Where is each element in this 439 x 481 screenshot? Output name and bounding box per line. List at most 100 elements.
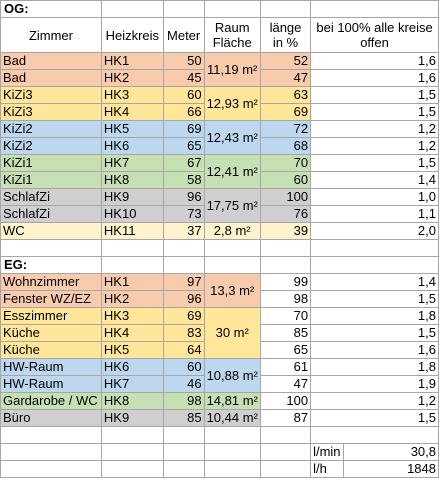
cell-raum-flaeche[interactable]: 12,41 m² bbox=[203, 154, 261, 189]
cell-zimmer[interactable]: Fenster WZ/EZ bbox=[0, 290, 102, 308]
cell-meter[interactable]: 45 bbox=[162, 69, 205, 87]
cell-raum-flaeche[interactable]: 2,8 m² bbox=[203, 222, 261, 240]
cell-meter[interactable]: 96 bbox=[162, 290, 205, 308]
cell-heizkreis[interactable]: HK2 bbox=[100, 69, 164, 87]
cell-zimmer[interactable]: Büro bbox=[0, 409, 102, 427]
cell-heizkreis[interactable]: HK6 bbox=[100, 358, 164, 376]
cell-laenge[interactable]: 85 bbox=[259, 324, 312, 342]
cell-zimmer[interactable]: Wohnzimmer bbox=[0, 273, 102, 291]
cell-heizkreis[interactable]: HK7 bbox=[100, 154, 164, 172]
cell-bei100[interactable]: 1,6 bbox=[310, 341, 439, 359]
cell-raum-flaeche[interactable]: 12,43 m² bbox=[203, 120, 261, 155]
cell-laenge[interactable]: 47 bbox=[259, 375, 312, 393]
cell-meter[interactable]: 46 bbox=[162, 375, 205, 393]
cell-meter[interactable]: 96 bbox=[162, 188, 205, 206]
cell-meter[interactable]: 64 bbox=[162, 341, 205, 359]
cell-heizkreis[interactable]: HK3 bbox=[100, 307, 164, 325]
cell-meter[interactable]: 83 bbox=[162, 324, 205, 342]
cell-zimmer[interactable]: HW-Raum bbox=[0, 358, 102, 376]
cell-laenge[interactable]: 87 bbox=[259, 409, 312, 427]
cell-zimmer[interactable]: KiZi1 bbox=[0, 171, 102, 189]
cell-heizkreis[interactable]: HK8 bbox=[100, 392, 164, 410]
cell-meter[interactable]: 50 bbox=[162, 52, 205, 70]
cell-laenge[interactable]: 76 bbox=[259, 205, 312, 223]
cell-heizkreis[interactable]: HK2 bbox=[100, 290, 164, 308]
cell-laenge[interactable]: 70 bbox=[259, 307, 312, 325]
cell-meter[interactable]: 65 bbox=[162, 137, 205, 155]
cell-raum-flaeche[interactable]: 10,88 m² bbox=[203, 358, 261, 393]
cell-laenge[interactable]: 98 bbox=[259, 290, 312, 308]
cell-zimmer[interactable]: HW-Raum bbox=[0, 375, 102, 393]
cell-laenge[interactable]: 100 bbox=[259, 392, 312, 410]
cell-zimmer[interactable]: KiZi2 bbox=[0, 137, 102, 155]
cell-heizkreis[interactable]: HK3 bbox=[100, 86, 164, 104]
cell-heizkreis[interactable]: HK10 bbox=[100, 205, 164, 223]
cell-bei100[interactable]: 1,5 bbox=[310, 154, 439, 172]
cell-laenge[interactable]: 39 bbox=[259, 222, 312, 240]
cell-meter[interactable]: 85 bbox=[162, 409, 205, 427]
cell-laenge[interactable]: 69 bbox=[259, 103, 312, 121]
cell-bei100[interactable]: 1,8 bbox=[310, 358, 439, 376]
cell-zimmer[interactable]: WC bbox=[0, 222, 102, 240]
cell-bei100[interactable]: 1,2 bbox=[310, 392, 439, 410]
total-value-lh[interactable]: 1848 bbox=[342, 460, 439, 478]
cell-zimmer[interactable]: KiZi3 bbox=[0, 103, 102, 121]
total-value-lmin[interactable]: 30,8 bbox=[342, 443, 439, 461]
cell-bei100[interactable]: 1,2 bbox=[310, 137, 439, 155]
cell-laenge[interactable]: 61 bbox=[259, 358, 312, 376]
cell-zimmer[interactable]: Küche bbox=[0, 324, 102, 342]
cell-bei100[interactable]: 1,2 bbox=[310, 120, 439, 138]
cell-meter[interactable]: 69 bbox=[162, 307, 205, 325]
cell-zimmer[interactable]: Gardarobe / WC bbox=[0, 392, 102, 410]
cell-zimmer[interactable]: SchlafZi bbox=[0, 188, 102, 206]
cell-meter[interactable]: 98 bbox=[162, 392, 205, 410]
cell-laenge[interactable]: 52 bbox=[259, 52, 312, 70]
cell-bei100[interactable]: 1,5 bbox=[310, 86, 439, 104]
cell-heizkreis[interactable]: HK4 bbox=[100, 324, 164, 342]
cell-heizkreis[interactable]: HK6 bbox=[100, 137, 164, 155]
cell-heizkreis[interactable]: HK5 bbox=[100, 120, 164, 138]
cell-bei100[interactable]: 1,5 bbox=[310, 290, 439, 308]
cell-zimmer[interactable]: KiZi3 bbox=[0, 86, 102, 104]
cell-heizkreis[interactable]: HK4 bbox=[100, 103, 164, 121]
cell-raum-flaeche[interactable]: 10,44 m² bbox=[203, 409, 261, 427]
cell-raum-flaeche[interactable]: 11,19 m² bbox=[203, 52, 261, 87]
cell-laenge[interactable]: 65 bbox=[259, 341, 312, 359]
cell-meter[interactable]: 69 bbox=[162, 120, 205, 138]
cell-bei100[interactable]: 1,6 bbox=[310, 69, 439, 87]
cell-heizkreis[interactable]: HK8 bbox=[100, 171, 164, 189]
cell-heizkreis[interactable]: HK1 bbox=[100, 273, 164, 291]
cell-laenge[interactable]: 63 bbox=[259, 86, 312, 104]
cell-bei100[interactable]: 1,6 bbox=[310, 52, 439, 70]
cell-meter[interactable]: 60 bbox=[162, 358, 205, 376]
cell-raum-flaeche[interactable]: 14,81 m² bbox=[203, 392, 261, 410]
cell-heizkreis[interactable]: HK11 bbox=[100, 222, 164, 240]
cell-bei100[interactable]: 1,5 bbox=[310, 409, 439, 427]
cell-raum-flaeche[interactable]: 30 m² bbox=[203, 307, 261, 359]
cell-zimmer[interactable]: KiZi1 bbox=[0, 154, 102, 172]
cell-bei100[interactable]: 1,1 bbox=[310, 205, 439, 223]
cell-meter[interactable]: 37 bbox=[162, 222, 205, 240]
cell-bei100[interactable]: 1,4 bbox=[310, 171, 439, 189]
cell-bei100[interactable]: 1,4 bbox=[310, 273, 439, 291]
cell-bei100[interactable]: 2,0 bbox=[310, 222, 439, 240]
total-unit-lh[interactable]: l/h bbox=[310, 460, 344, 478]
cell-zimmer[interactable]: Esszimmer bbox=[0, 307, 102, 325]
cell-zimmer[interactable]: Bad bbox=[0, 69, 102, 87]
cell-bei100[interactable]: 1,8 bbox=[310, 307, 439, 325]
cell-zimmer[interactable]: KiZi2 bbox=[0, 120, 102, 138]
cell-bei100[interactable]: 1,0 bbox=[310, 188, 439, 206]
cell-heizkreis[interactable]: HK1 bbox=[100, 52, 164, 70]
cell-meter[interactable]: 67 bbox=[162, 154, 205, 172]
cell-zimmer[interactable]: Bad bbox=[0, 52, 102, 70]
cell-laenge[interactable]: 70 bbox=[259, 154, 312, 172]
cell-meter[interactable]: 60 bbox=[162, 86, 205, 104]
cell-zimmer[interactable]: Küche bbox=[0, 341, 102, 359]
cell-raum-flaeche[interactable]: 13,3 m² bbox=[203, 273, 261, 308]
cell-heizkreis[interactable]: HK5 bbox=[100, 341, 164, 359]
cell-bei100[interactable]: 1,5 bbox=[310, 103, 439, 121]
cell-meter[interactable]: 97 bbox=[162, 273, 205, 291]
cell-bei100[interactable]: 1,9 bbox=[310, 375, 439, 393]
cell-laenge[interactable]: 68 bbox=[259, 137, 312, 155]
cell-laenge[interactable]: 47 bbox=[259, 69, 312, 87]
